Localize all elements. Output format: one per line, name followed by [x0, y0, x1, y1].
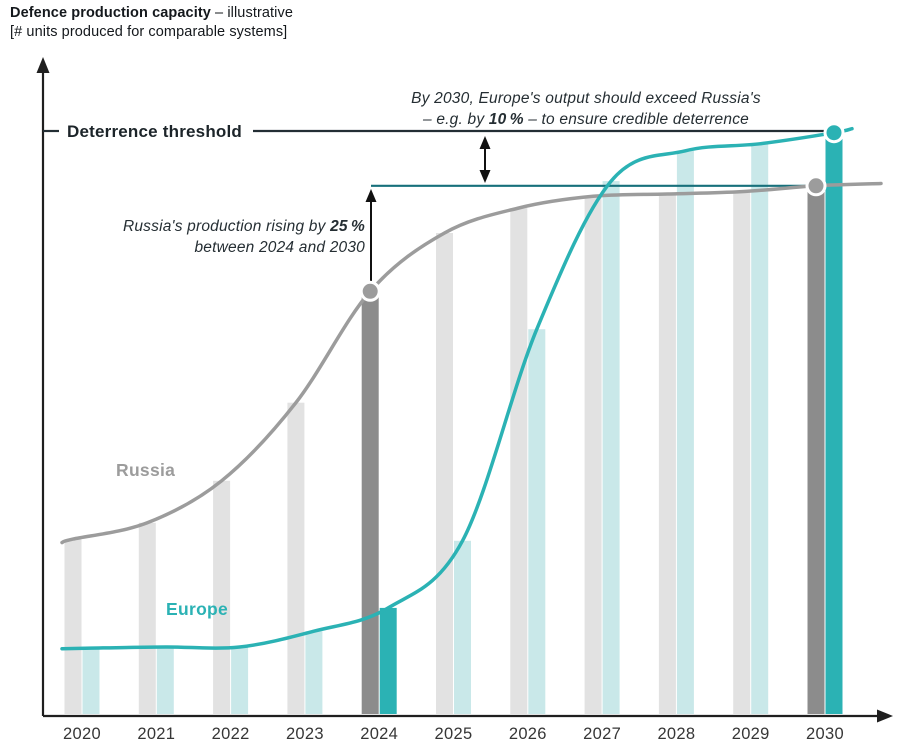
- deterrence-threshold-label: Deterrence threshold: [67, 122, 242, 141]
- annotation-text: – to ensure credible deterrence: [523, 111, 749, 128]
- x-tick-2023: 2023: [285, 725, 324, 743]
- bar-europe-2021: [156, 647, 174, 714]
- x-tick-2029: 2029: [731, 725, 770, 743]
- bar-russia-2024: [361, 291, 379, 714]
- chart-title-units: [# units produced for comparable systems…: [10, 24, 288, 40]
- bar-russia-2020: [64, 539, 82, 714]
- bar-europe-2027: [602, 181, 620, 715]
- title-bold-part: Defence production capacity: [10, 5, 211, 21]
- bar-europe-2029: [751, 143, 769, 715]
- annotation-europe-target: By 2030, Europe's output should exceed R…: [316, 88, 856, 130]
- x-tick-2025: 2025: [434, 725, 473, 743]
- russia-series-label: Russia: [116, 460, 176, 480]
- bar-europe-2030: [825, 132, 843, 714]
- annotation-russia-rise-line2: between 2024 and 2030: [194, 239, 365, 256]
- annotation-bold-value: 10 %: [488, 111, 524, 128]
- bar-russia-2027: [584, 196, 602, 715]
- europe-series-label: Europe: [166, 599, 229, 619]
- bar-europe-2020: [82, 648, 100, 714]
- annotation-text: – e.g. by: [423, 111, 489, 128]
- title-rest-part: – illustrative: [210, 5, 294, 21]
- x-tick-2026: 2026: [508, 725, 547, 743]
- bar-russia-2025: [436, 233, 453, 714]
- russia-curve: [60, 181, 883, 545]
- bar-europe-2028: [676, 150, 694, 715]
- annotation-russia-rise-line1: Russia's production rising by 25 %: [80, 216, 365, 237]
- bar-russia-2026: [510, 208, 528, 714]
- annotation-bold-value: 25 %: [330, 218, 365, 235]
- rise-arrow-head-icon: [365, 189, 377, 202]
- x-tick-2027: 2027: [583, 725, 622, 743]
- bar-russia-2023: [287, 402, 305, 714]
- x-tick-2022: 2022: [211, 725, 250, 743]
- x-tick-2021: 2021: [137, 725, 176, 743]
- bar-russia-2022: [213, 480, 231, 714]
- bar-russia-2029: [733, 191, 751, 715]
- europe-curve: [60, 126, 854, 651]
- bar-europe-2024: [379, 607, 397, 714]
- marker-russia-2030: [805, 175, 827, 197]
- chart-title: Defence production capacity – illustrati…: [10, 4, 293, 42]
- bar-europe-2023: [305, 631, 323, 714]
- bar-europe-2026: [528, 329, 546, 714]
- bar-russia-2028: [658, 194, 676, 714]
- marker-europe-2030: [823, 122, 845, 144]
- bar-europe-2022: [231, 647, 249, 714]
- annotation-europe-target-line1: By 2030, Europe's output should exceed R…: [411, 90, 761, 107]
- x-axis-arrow-icon: [877, 709, 893, 723]
- bar-russia-2021: [138, 522, 156, 714]
- x-tick-2028: 2028: [657, 725, 696, 743]
- x-tick-2030: 2030: [806, 725, 844, 743]
- chart-title-line1: Defence production capacity – illustrati…: [10, 4, 293, 23]
- x-tick-2020: 2020: [63, 725, 101, 743]
- bar-europe-2025: [454, 540, 471, 714]
- y-axis-arrow-icon: [36, 57, 50, 73]
- annotation-europe-target-line2: – e.g. by 10 % – to ensure credible dete…: [316, 109, 856, 130]
- gap-arrow-up-head-icon: [479, 136, 491, 149]
- annotation-text: Russia's production rising by: [122, 218, 331, 235]
- x-tick-2024: 2024: [360, 725, 399, 743]
- marker-russia-2024: [359, 280, 381, 302]
- annotation-russia-rise: Russia's production rising by 25 % betwe…: [80, 216, 365, 258]
- bar-russia-2030: [807, 185, 825, 715]
- gap-arrow-down-head-icon: [479, 170, 491, 183]
